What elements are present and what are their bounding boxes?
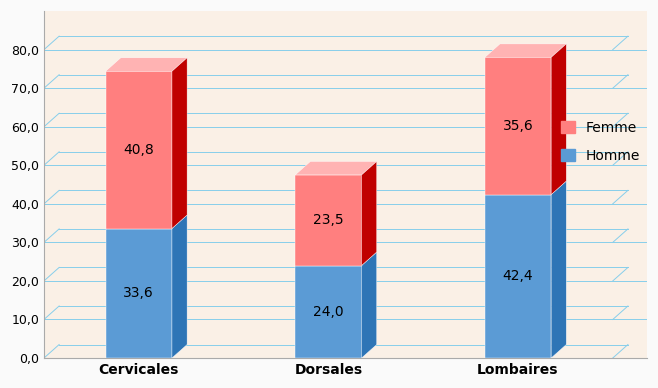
Polygon shape [485,195,551,358]
Polygon shape [485,181,567,195]
Text: 23,5: 23,5 [313,213,343,227]
Polygon shape [551,181,567,358]
Polygon shape [295,161,377,175]
Polygon shape [485,44,567,57]
Polygon shape [295,265,361,358]
Polygon shape [172,58,187,229]
Polygon shape [105,229,172,358]
Polygon shape [105,71,172,229]
Polygon shape [172,215,187,358]
Polygon shape [105,58,187,71]
Text: 33,6: 33,6 [124,286,154,300]
Text: 40,8: 40,8 [124,143,154,157]
Polygon shape [361,161,377,265]
Text: 42,4: 42,4 [503,269,533,283]
Polygon shape [361,252,377,358]
Polygon shape [105,215,187,229]
Polygon shape [295,252,377,265]
Text: 24,0: 24,0 [313,305,343,319]
Polygon shape [485,57,551,195]
Legend: Femme, Homme: Femme, Homme [555,115,646,168]
Text: 35,6: 35,6 [503,119,534,133]
Polygon shape [551,44,567,195]
Polygon shape [295,175,361,265]
